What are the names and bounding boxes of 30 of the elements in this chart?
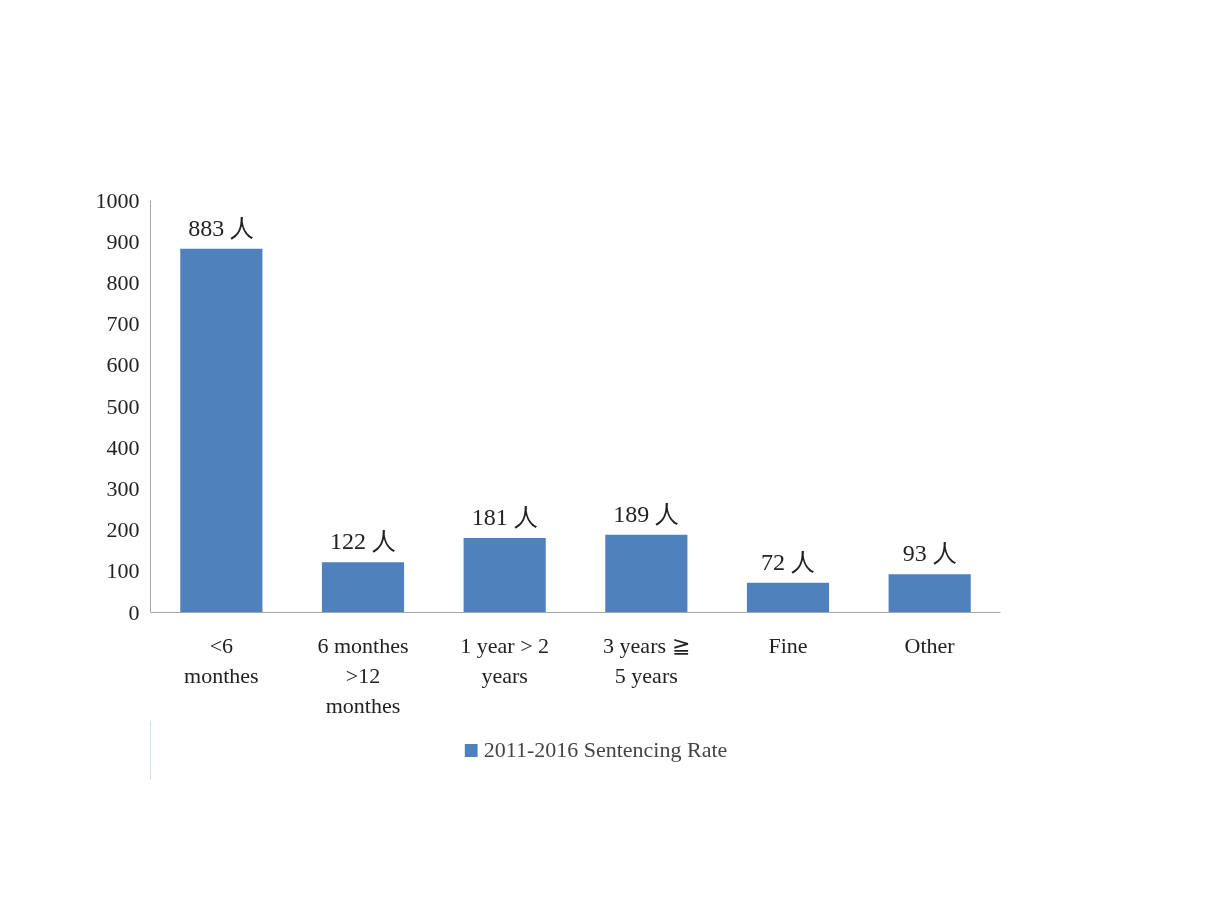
bar [321,562,405,613]
data-label: 181 人 [471,503,538,530]
y-tick-label: 300 [106,475,140,501]
bar [180,248,263,613]
data-label: 883 人 [188,214,255,241]
y-tick-label: 700 [106,311,140,337]
x-tick-label: <6 monthes [184,632,259,688]
y-tick-label: 600 [106,352,140,378]
x-tick-label: Other [904,632,956,658]
bar [605,534,688,613]
y-tick-label: 200 [106,517,140,543]
x-tick-label: 1 year > 2 years [460,632,550,688]
data-label: 93 人 [902,540,957,567]
y-tick-label: 500 [106,393,140,419]
x-tick-label: Fine [768,632,808,658]
y-tick-label: 800 [106,269,140,295]
bar [888,574,971,613]
legend-label: 2011-2016 Sentencing Rate [483,737,728,763]
data-label: 122 人 [330,528,396,555]
y-tick-label: 400 [106,434,140,460]
y-tick-label: 0 [128,599,140,625]
bar [463,537,546,613]
y-tick-label: 100 [106,558,140,584]
x-tick-label: 6 monthes >12 monthes [317,632,409,718]
y-tick-label: 900 [106,228,140,254]
data-label: 189 人 [613,500,680,527]
data-label: 72 人 [761,548,815,575]
bar [746,582,830,613]
x-tick-label: 3 years ≧ 5 years [603,632,690,688]
y-tick-label: 1000 [95,187,140,213]
